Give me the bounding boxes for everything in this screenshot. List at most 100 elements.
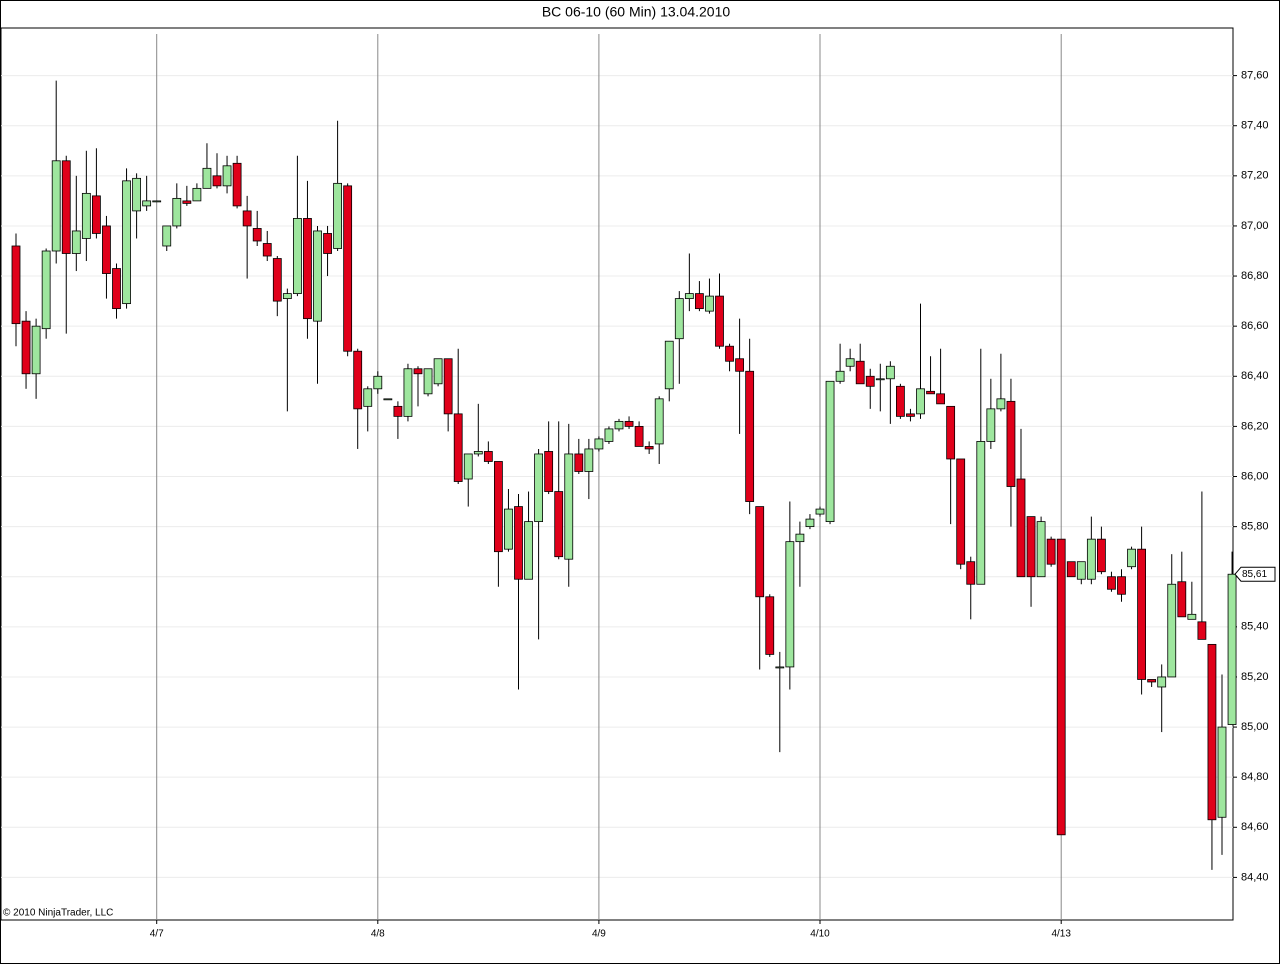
candle-body [11, 245, 21, 325]
candle-body [885, 365, 895, 380]
candle-body [162, 225, 172, 247]
candle-body [473, 451, 483, 455]
candle-body [232, 162, 242, 207]
candle-body [1026, 516, 1036, 578]
candle-body [584, 448, 594, 472]
candle-body [1157, 676, 1167, 688]
candle-body [835, 370, 845, 382]
candle-body [725, 345, 734, 362]
candle-body [855, 360, 865, 385]
x-tick-label: 4/10 [810, 929, 830, 940]
y-tick-label: 87,60 [1241, 70, 1269, 82]
candle-body [1177, 581, 1187, 618]
candle-body [936, 393, 945, 405]
candle-body [674, 298, 684, 340]
candle-body [463, 453, 473, 480]
y-tick-label: 86,40 [1241, 370, 1269, 382]
candle-body [202, 167, 212, 189]
candle-body [413, 368, 423, 375]
candle-body [564, 453, 574, 560]
candle-body [343, 185, 353, 352]
candle-body [313, 230, 322, 322]
candle-body [323, 233, 332, 254]
candle-body [775, 666, 785, 669]
candle-body [594, 438, 604, 450]
candle-body [423, 368, 433, 395]
y-tick-label: 87,40 [1241, 120, 1269, 132]
y-tick-label: 84,80 [1241, 771, 1269, 783]
candle-body [795, 533, 805, 543]
x-tick-label: 4/7 [150, 929, 164, 940]
y-tick-label: 85,40 [1241, 621, 1269, 633]
candle-body [483, 451, 493, 462]
candle-body [946, 405, 956, 460]
y-tick-label: 87,20 [1241, 170, 1269, 182]
candle-body [81, 192, 91, 239]
y-tick-label: 85,20 [1241, 671, 1269, 683]
candle-body [1117, 576, 1126, 595]
candle-body [1066, 561, 1076, 578]
candle-body [172, 197, 182, 227]
candle-body [1107, 576, 1116, 590]
candle-body [112, 268, 121, 310]
y-tick-label: 87,00 [1241, 220, 1269, 232]
candle-body [292, 218, 302, 294]
candle-body [504, 508, 513, 550]
candle-body [1127, 548, 1136, 568]
candle-body [61, 160, 71, 254]
candle-body [71, 230, 81, 254]
candle-body [1227, 573, 1237, 725]
candle-body [1217, 726, 1227, 818]
y-tick-label: 86,00 [1241, 470, 1269, 482]
candle-body [996, 398, 1006, 410]
candle-body [574, 453, 584, 472]
candle-body [544, 451, 554, 492]
candle-body [755, 506, 765, 598]
candle-body [514, 506, 523, 580]
candle-body [41, 250, 51, 330]
candle-body [614, 420, 624, 430]
candle-body [1006, 400, 1016, 487]
candle-body [152, 200, 162, 203]
candle-body [875, 378, 885, 381]
candle-body [142, 200, 152, 207]
candle-body [695, 293, 704, 310]
candle-body [684, 293, 694, 300]
candle-body [353, 350, 363, 410]
y-tick-label: 86,80 [1241, 270, 1269, 282]
y-tick-label: 84,40 [1241, 871, 1269, 883]
candle-body [1187, 613, 1197, 620]
candle-body [845, 358, 855, 367]
candle-body [132, 177, 142, 212]
candle-body [1097, 538, 1106, 573]
y-tick-label: 85,80 [1241, 521, 1269, 533]
chart-title: BC 06-10 (60 Min) 13.04.2010 [542, 4, 731, 20]
candle-body [192, 187, 202, 202]
candle-body [1207, 643, 1217, 821]
candle-body [1086, 538, 1096, 580]
candle-body [363, 388, 373, 407]
candle-body [906, 413, 915, 417]
candle-body [102, 225, 111, 274]
candle-body [272, 258, 282, 302]
candle-body [644, 446, 654, 450]
last-price-label: 85,61 [1242, 569, 1267, 580]
candle-body [956, 458, 966, 565]
candle-body [403, 368, 413, 417]
candle-body [303, 218, 312, 320]
y-tick-label: 84,60 [1241, 821, 1269, 833]
candle-body [1046, 538, 1056, 565]
candle-body [282, 293, 292, 300]
candle-body [815, 508, 825, 515]
candle-body [493, 461, 503, 553]
candle-body [1016, 478, 1026, 578]
candle-body [383, 398, 393, 401]
y-tick-label: 86,60 [1241, 320, 1269, 332]
candle-body [805, 518, 815, 528]
y-tick-label: 86,20 [1241, 420, 1269, 432]
plot-area [0, 27, 1234, 921]
candle-body [705, 295, 714, 312]
candle-body [634, 425, 644, 447]
